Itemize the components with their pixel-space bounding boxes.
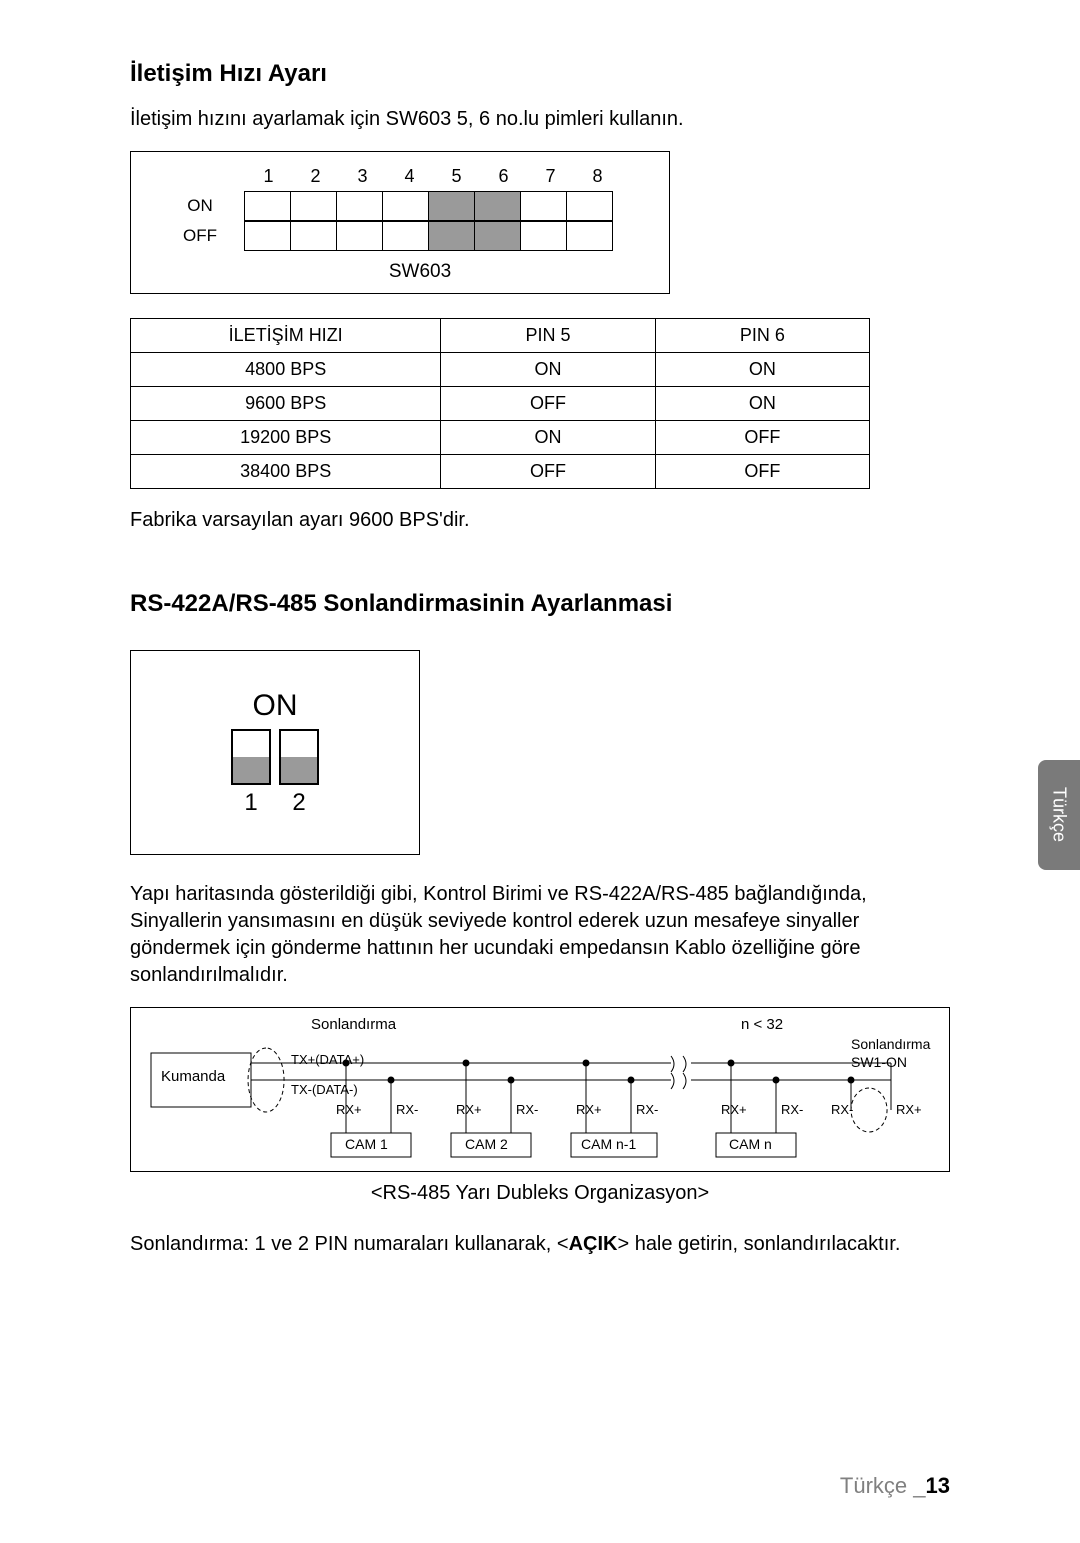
table-cell: 4800 BPS bbox=[131, 353, 441, 387]
dip-pin-1: 1 bbox=[245, 166, 292, 187]
topo-rxm-3: RX- bbox=[636, 1102, 658, 1117]
dip-pin-7: 7 bbox=[527, 166, 574, 187]
topo-kumanda: Kumanda bbox=[161, 1068, 225, 1085]
topo-rxm-1: RX- bbox=[396, 1102, 418, 1117]
dip-caption: SW603 bbox=[195, 261, 645, 283]
footer-lang: Türkçe _ bbox=[840, 1473, 926, 1498]
topo-rxp-2: RX+ bbox=[456, 1102, 482, 1117]
dip-pin-3: 3 bbox=[339, 166, 386, 187]
dip-cell bbox=[474, 221, 521, 251]
table-cell: OFF bbox=[655, 455, 869, 489]
dip-cell bbox=[428, 191, 475, 221]
page-footer: Türkçe _13 bbox=[840, 1473, 950, 1499]
sw1-diagram: ON 1 2 bbox=[130, 650, 420, 855]
topo-rxp-t: RX+ bbox=[896, 1102, 922, 1117]
sw1-num-1: 1 bbox=[231, 789, 271, 817]
dip-row-off-label: OFF bbox=[155, 226, 245, 246]
sw1-switch-1 bbox=[231, 729, 271, 785]
dip-cell bbox=[290, 221, 337, 251]
topo-camn1: CAM n-1 bbox=[581, 1136, 636, 1152]
dip-cell bbox=[382, 191, 429, 221]
comm-th-2: PIN 6 bbox=[655, 319, 869, 353]
dip-row-off bbox=[245, 221, 613, 251]
dip-cell bbox=[290, 191, 337, 221]
table-row: 9600 BPSOFFON bbox=[131, 387, 870, 421]
topo-rxp-4: RX+ bbox=[721, 1102, 747, 1117]
table-cell: 19200 BPS bbox=[131, 421, 441, 455]
dip-cell bbox=[336, 221, 383, 251]
section1-footnote: Fabrika varsayılan ayarı 9600 BPS'dir. bbox=[130, 507, 950, 534]
footer-page-number: 13 bbox=[926, 1473, 950, 1498]
dip-sw603-diagram: 1 2 3 4 5 6 7 8 ON OFF SW603 bbox=[130, 151, 670, 294]
topo-sw1on: SW1-ON bbox=[851, 1054, 907, 1070]
topo-txp: TX+(DATA+) bbox=[291, 1052, 364, 1067]
topology-diagram: Sonlandırma Kumanda TX+(DATA+) TX-(DATA-… bbox=[130, 1007, 950, 1172]
table-row: 4800 BPSONON bbox=[131, 353, 870, 387]
dip-cell bbox=[244, 221, 291, 251]
note-prefix: Sonlandırma: 1 ve 2 PIN numaraları kulla… bbox=[130, 1233, 569, 1255]
section1-title: İletişim Hızı Ayarı bbox=[130, 60, 950, 88]
table-row: 38400 BPSOFFOFF bbox=[131, 455, 870, 489]
dip-pin-4: 4 bbox=[386, 166, 433, 187]
dip-pin-8: 8 bbox=[574, 166, 621, 187]
section2-title: RS-422A/RS-485 Sonlandirmasinin Ayarlanm… bbox=[130, 590, 950, 618]
language-side-tab: Türkçe bbox=[1038, 760, 1080, 870]
section2-note: Sonlandırma: 1 ve 2 PIN numaraları kulla… bbox=[130, 1231, 950, 1258]
topo-term-left: Sonlandırma bbox=[311, 1016, 396, 1033]
dip-cell bbox=[520, 191, 567, 221]
dip-cell bbox=[520, 221, 567, 251]
sw1-num-2: 2 bbox=[279, 789, 319, 817]
dip-cell bbox=[336, 191, 383, 221]
note-bold: AÇIK bbox=[569, 1233, 618, 1255]
dip-cell bbox=[382, 221, 429, 251]
table-cell: OFF bbox=[441, 387, 655, 421]
section2-para: Yapı haritasında gösterildiği gibi, Kont… bbox=[130, 881, 950, 989]
dip-pin-2: 2 bbox=[292, 166, 339, 187]
table-cell: 9600 BPS bbox=[131, 387, 441, 421]
dip-cell bbox=[566, 191, 613, 221]
table-cell: ON bbox=[441, 421, 655, 455]
sw1-on-label: ON bbox=[210, 689, 340, 723]
comm-speed-table: İLETİŞİM HIZI PIN 5 PIN 6 4800 BPSONON96… bbox=[130, 318, 870, 489]
section1-intro: İletişim hızını ayarlamak için SW603 5, … bbox=[130, 106, 950, 133]
topo-txm: TX-(DATA-) bbox=[291, 1082, 358, 1097]
topology-caption: <RS-485 Yarı Dubleks Organizasyon> bbox=[130, 1182, 950, 1205]
table-cell: OFF bbox=[441, 455, 655, 489]
sw1-switch-2 bbox=[279, 729, 319, 785]
topo-rxp-3: RX+ bbox=[576, 1102, 602, 1117]
dip-cell bbox=[428, 221, 475, 251]
topo-n: n < 32 bbox=[741, 1016, 783, 1033]
table-cell: ON bbox=[441, 353, 655, 387]
topo-rxm-t: RX- bbox=[831, 1102, 853, 1117]
dip-cell bbox=[474, 191, 521, 221]
topo-cam1: CAM 1 bbox=[345, 1136, 388, 1152]
dip-cell bbox=[244, 191, 291, 221]
note-suffix: > hale getirin, sonlandırılacaktır. bbox=[617, 1233, 900, 1255]
table-cell: ON bbox=[655, 387, 869, 421]
table-cell: 38400 BPS bbox=[131, 455, 441, 489]
topo-rxp-1: RX+ bbox=[336, 1102, 362, 1117]
dip-pin-5: 5 bbox=[433, 166, 480, 187]
topo-camn: CAM n bbox=[729, 1136, 772, 1152]
topo-rxm-4: RX- bbox=[781, 1102, 803, 1117]
dip-row-on-label: ON bbox=[155, 196, 245, 216]
dip-pin-6: 6 bbox=[480, 166, 527, 187]
table-row: 19200 BPSONOFF bbox=[131, 421, 870, 455]
dip-pin-numbers: 1 2 3 4 5 6 7 8 bbox=[245, 166, 645, 187]
topology-svg bbox=[131, 1008, 951, 1173]
table-cell: ON bbox=[655, 353, 869, 387]
dip-cell bbox=[566, 221, 613, 251]
topo-rxm-2: RX- bbox=[516, 1102, 538, 1117]
table-cell: OFF bbox=[655, 421, 869, 455]
dip-row-on bbox=[245, 191, 613, 221]
topo-term-right: Sonlandırma bbox=[851, 1036, 930, 1052]
comm-th-0: İLETİŞİM HIZI bbox=[131, 319, 441, 353]
topo-cam2: CAM 2 bbox=[465, 1136, 508, 1152]
side-tab-label: Türkçe bbox=[1049, 787, 1070, 842]
comm-th-1: PIN 5 bbox=[441, 319, 655, 353]
